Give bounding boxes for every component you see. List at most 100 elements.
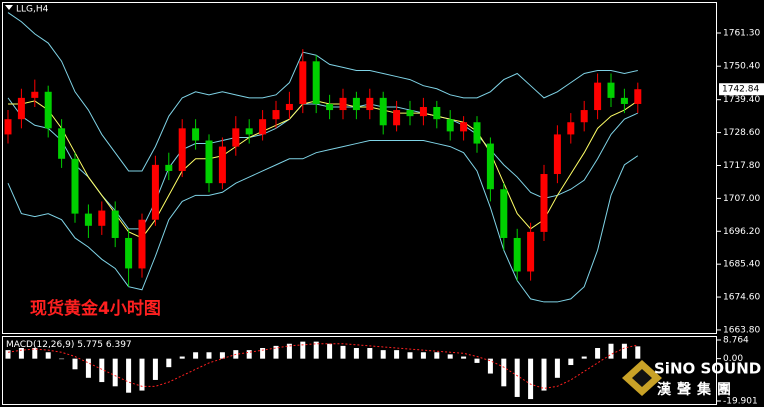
- candle-body: [245, 128, 253, 135]
- macd-bar: [72, 358, 78, 370]
- macd-bar: [380, 350, 386, 359]
- macd-bar: [327, 343, 333, 359]
- main-frame: [2, 2, 717, 334]
- candle-body: [259, 119, 267, 135]
- macd-bar: [246, 350, 252, 359]
- macd-bar: [608, 343, 614, 359]
- candle-body: [379, 97, 387, 126]
- logo-inner: [632, 369, 652, 387]
- candle-body: [594, 82, 602, 111]
- signal-line: [7, 343, 638, 389]
- macd-bar: [461, 356, 467, 359]
- candle-body: [125, 237, 133, 269]
- candle-body: [580, 110, 588, 123]
- macd-bar: [340, 345, 346, 359]
- y-tick-label: 1696.20: [723, 227, 760, 237]
- candle-body: [299, 61, 307, 104]
- macd-bar: [394, 350, 400, 359]
- macd-bar: [206, 352, 212, 359]
- candle-body: [58, 128, 66, 159]
- candle-body: [393, 110, 401, 126]
- macd-bar: [474, 358, 480, 363]
- candle-body: [540, 174, 548, 232]
- candle-body: [473, 122, 481, 144]
- candle-body: [486, 143, 494, 190]
- macd-bar: [126, 358, 132, 393]
- macd-bar: [407, 352, 413, 359]
- macd-bar: [367, 348, 373, 359]
- macd-bar: [568, 358, 574, 366]
- indicator-line: [7, 140, 639, 303]
- macd-bar: [59, 358, 65, 360]
- candle-body: [232, 128, 240, 147]
- candle-body: [419, 107, 427, 117]
- macd-bar: [193, 352, 199, 359]
- macd-bar: [112, 358, 118, 387]
- candle-body: [272, 110, 280, 120]
- macd-bar: [514, 358, 520, 397]
- candle-body: [513, 237, 521, 272]
- macd-bar: [353, 348, 359, 359]
- macd-bar: [300, 341, 306, 359]
- y-tick-label: 1728.60: [723, 128, 760, 138]
- candle-body: [366, 97, 374, 111]
- macd-bar: [528, 358, 534, 400]
- macd-bar: [219, 352, 225, 359]
- candle-body: [218, 146, 226, 184]
- macd-bar: [166, 358, 172, 368]
- y-tick-label: 1685.40: [723, 260, 760, 270]
- candle-body: [433, 107, 441, 120]
- logo: SiNO SOUND 漢聲集團: [622, 360, 761, 398]
- macd-bar: [595, 348, 601, 359]
- macd-bar: [420, 352, 426, 359]
- y-tick-label: -19.901: [723, 397, 758, 407]
- macd-bar: [635, 346, 641, 359]
- macd-title: MACD(12,26,9) 5.775 6.397: [6, 340, 132, 350]
- macd-bar: [501, 358, 507, 387]
- candle-body: [205, 140, 213, 184]
- candle-body: [527, 231, 535, 272]
- macd-bar: [313, 341, 319, 359]
- last-price-label: 1742.84: [722, 85, 759, 95]
- candle-body: [339, 97, 347, 111]
- macd-frame: [2, 336, 717, 405]
- candle-body: [44, 91, 52, 129]
- macd-bar: [554, 358, 560, 378]
- annotation: 现货黄金4小时图: [30, 298, 161, 319]
- candle-body: [178, 128, 186, 171]
- macd-bar: [85, 358, 91, 378]
- macd-bar: [99, 358, 105, 383]
- candle-body: [111, 210, 119, 238]
- candle-body: [192, 128, 200, 141]
- logo-subtitle: 漢聲集團: [657, 381, 737, 398]
- candle-body: [553, 134, 561, 175]
- title-arrow: [5, 5, 13, 10]
- candle-body: [165, 164, 173, 171]
- macd-bar: [260, 348, 266, 359]
- candle-body: [460, 122, 468, 132]
- candle-body: [352, 97, 360, 111]
- candle-body: [567, 122, 575, 135]
- macd-bar: [447, 354, 453, 359]
- candle-body: [620, 97, 628, 104]
- y-tick-label: 0.00: [723, 354, 743, 364]
- macd-bar: [32, 348, 38, 359]
- indicator-line: [7, 97, 639, 230]
- indicator-line: [8, 100, 639, 239]
- y-tick-label: 1761.30: [723, 29, 760, 39]
- macd-name: MACD(12,26,9): [6, 340, 74, 350]
- candle-body: [500, 189, 508, 238]
- y-tick-label: 8.764: [723, 336, 749, 346]
- macd-bar: [45, 352, 51, 359]
- y-tick-label: 1739.40: [723, 95, 760, 105]
- macd-bar: [286, 343, 292, 359]
- macd-bar: [179, 356, 185, 359]
- macd-bar: [434, 352, 440, 359]
- candle-body: [4, 119, 12, 135]
- macd-bar: [139, 358, 145, 391]
- candle-body: [84, 213, 92, 226]
- candle-body: [138, 219, 146, 269]
- last-price-box: [719, 83, 764, 96]
- macd-bar: [487, 358, 493, 374]
- y-tick-label: 1663.80: [723, 325, 760, 335]
